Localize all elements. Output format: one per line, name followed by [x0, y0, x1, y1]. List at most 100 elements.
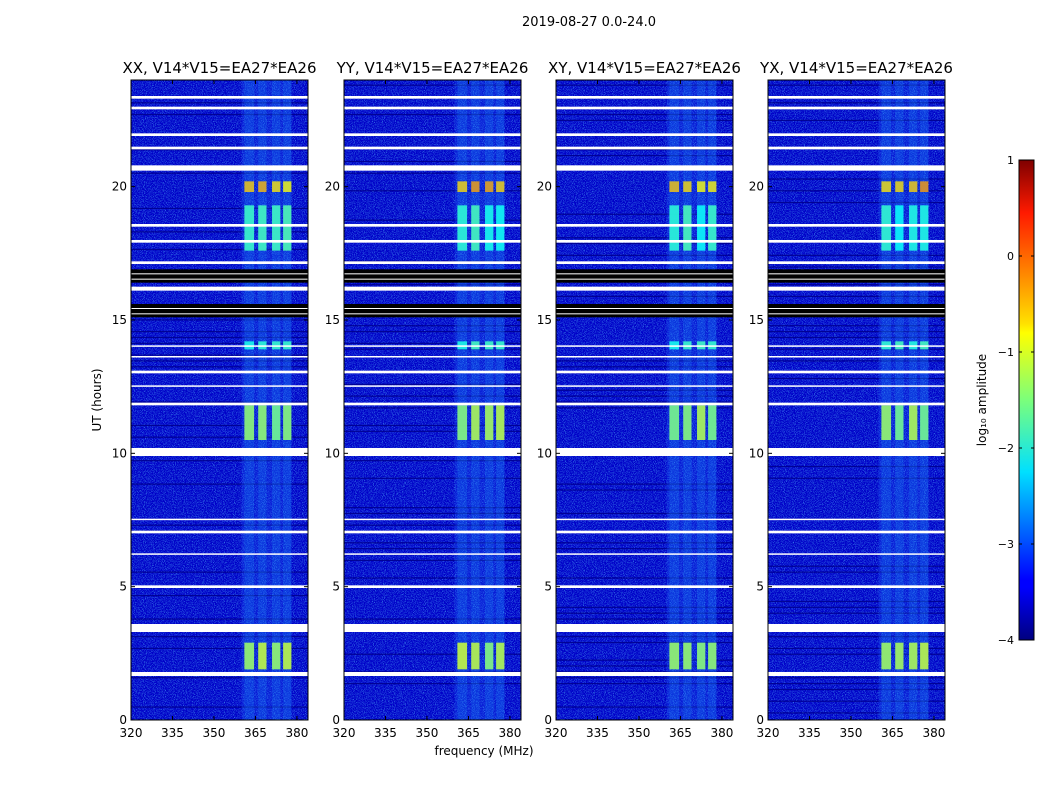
flag-white-thin: [556, 278, 733, 280]
dark-row: [344, 407, 521, 409]
dark-row: [556, 119, 733, 121]
dark-row: [768, 571, 945, 573]
rfi-streak: [244, 80, 255, 720]
colorbar: log₁₀ amplitude 1 0 −1 −2 −3 −4: [975, 154, 1035, 647]
dark-row: [768, 84, 945, 86]
flag-white: [344, 553, 521, 555]
flag-white: [768, 133, 945, 136]
rfi-mark: [258, 405, 267, 440]
colorbar-label: log₁₀ amplitude: [975, 354, 989, 446]
flag-white: [131, 356, 308, 358]
dark-row: [768, 360, 945, 362]
flag-white: [556, 385, 733, 387]
dark-row: [344, 342, 521, 344]
flag-white-thin: [768, 273, 945, 275]
dark-row: [556, 149, 733, 151]
rfi-mark: [881, 205, 892, 251]
dark-row: [344, 331, 521, 333]
flag-white: [556, 356, 733, 358]
rfi-streak: [272, 80, 281, 720]
dark-row: [344, 512, 521, 515]
panel-plot-area: [131, 80, 308, 720]
dark-row: [344, 219, 521, 221]
flag-white: [768, 345, 945, 347]
dark-row: [131, 483, 308, 485]
flag-white: [344, 133, 521, 136]
flag-white: [344, 106, 521, 110]
rfi-mark: [669, 181, 680, 192]
x-tick-label: 320: [120, 726, 143, 740]
dark-row: [131, 149, 308, 151]
flag-white: [556, 370, 733, 374]
flag-white: [556, 286, 733, 291]
flag-white: [556, 672, 733, 676]
flag-white: [344, 585, 521, 588]
rfi-mark: [881, 642, 892, 670]
flag-white: [344, 96, 521, 99]
dark-row: [556, 360, 733, 362]
dark-row: [556, 641, 733, 644]
y-axis-label: UT (hours): [90, 368, 104, 431]
flag-white: [768, 624, 945, 632]
dark-row: [556, 577, 733, 579]
rfi-mark: [244, 642, 255, 670]
flag-white: [131, 402, 308, 406]
colorbar-tick-label: −4: [998, 634, 1014, 647]
rfi-mark: [485, 205, 494, 251]
x-tick-label: 335: [374, 726, 397, 740]
dark-row: [556, 706, 733, 708]
rfi-mark: [669, 405, 680, 440]
y-tick-label: 20: [749, 180, 764, 194]
dark-row: [556, 542, 733, 544]
dark-row: [131, 677, 308, 679]
dark-row: [131, 595, 308, 597]
x-tick-label: 335: [586, 726, 609, 740]
flag-black: [131, 304, 308, 318]
flag-white-thin: [344, 308, 521, 309]
dark-row: [344, 671, 521, 673]
dark-row: [131, 618, 308, 620]
dark-row: [131, 172, 308, 174]
flag-white: [768, 356, 945, 358]
rfi-mark: [457, 405, 468, 440]
flag-white: [344, 530, 521, 534]
dark-row: [344, 260, 521, 262]
dark-row: [344, 383, 521, 385]
flag-white-thin: [556, 273, 733, 275]
dark-row: [131, 366, 308, 368]
y-tick-label: 5: [332, 580, 340, 594]
rfi-mark: [708, 181, 717, 192]
flag-white: [131, 146, 308, 150]
flag-white: [556, 518, 733, 521]
dark-row: [768, 688, 945, 691]
dark-row: [556, 483, 733, 485]
rfi-streak: [881, 80, 892, 720]
dark-row: [768, 683, 945, 685]
rfi-mark: [708, 642, 717, 670]
dark-row: [344, 430, 521, 432]
rfi-mark: [895, 205, 904, 251]
dark-row: [556, 636, 733, 638]
dark-row: [556, 213, 733, 215]
flag-black: [768, 269, 945, 283]
dark-row: [768, 266, 945, 268]
flag-white: [344, 240, 521, 243]
dark-row: [556, 254, 733, 256]
rfi-streak: [471, 80, 480, 720]
flag-white: [344, 624, 521, 632]
x-tick-label: 365: [669, 726, 692, 740]
panel-plot-area: [768, 80, 945, 720]
dark-row: [344, 618, 521, 620]
panel-xx: XX, V14*V15=EA27*EA26 320 335 350 365 380 0 5 10…: [112, 59, 317, 740]
flag-white: [768, 402, 945, 406]
rfi-mark: [258, 205, 267, 251]
dark-row: [344, 524, 521, 526]
rfi-mark: [909, 205, 918, 251]
rfi-mark: [244, 181, 255, 192]
rfi-streak: [283, 80, 292, 720]
y-tick-label: 10: [112, 446, 127, 460]
dark-row: [768, 201, 945, 204]
flag-white: [344, 224, 521, 227]
flag-white: [768, 385, 945, 387]
x-tick-label: 320: [757, 726, 780, 740]
